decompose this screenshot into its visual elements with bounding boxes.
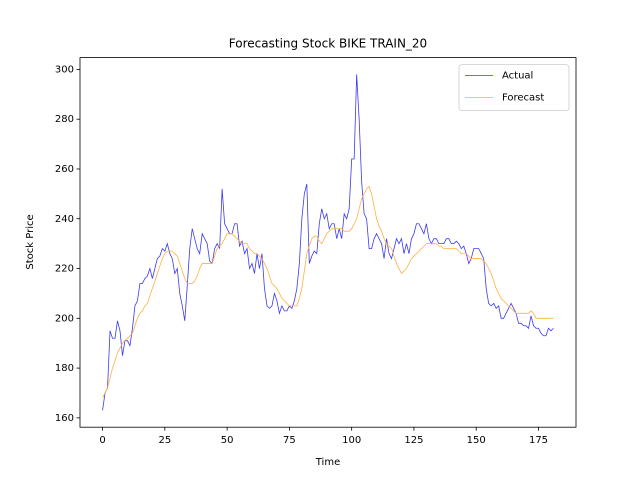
axes-frame	[79, 57, 577, 428]
y-tick-label: 240	[55, 214, 74, 225]
x-axis-label: Time	[315, 457, 340, 468]
x-tick-label: 0	[99, 435, 105, 446]
x-tick-label: 50	[221, 435, 234, 446]
y-tick-label: 200	[55, 313, 74, 324]
x-tick-label: 25	[158, 435, 171, 446]
y-tick-label: 300	[55, 64, 74, 75]
legend-label: Forecast	[502, 93, 544, 104]
x-tick-label: 125	[404, 435, 423, 446]
x-tick-label: 100	[342, 435, 361, 446]
y-tick-label: 160	[55, 413, 74, 424]
x-tick-label: 75	[283, 435, 296, 446]
legend: Actual Forecast	[458, 64, 570, 111]
series-line	[102, 74, 554, 411]
chart-title: Forecasting Stock BIKE TRAIN_20	[229, 37, 427, 51]
legend-box	[458, 64, 570, 111]
y-tick-label: 180	[55, 363, 74, 374]
series-line	[102, 185, 554, 399]
y-tick-label: 280	[55, 114, 74, 125]
y-tick-label: 220	[55, 264, 74, 275]
y-tick-label: 260	[55, 164, 74, 175]
x-tick-label: 175	[529, 435, 548, 446]
legend-label: Actual	[502, 71, 533, 82]
y-axis-label: Stock Price	[25, 214, 36, 269]
x-tick-label: 150	[467, 435, 486, 446]
